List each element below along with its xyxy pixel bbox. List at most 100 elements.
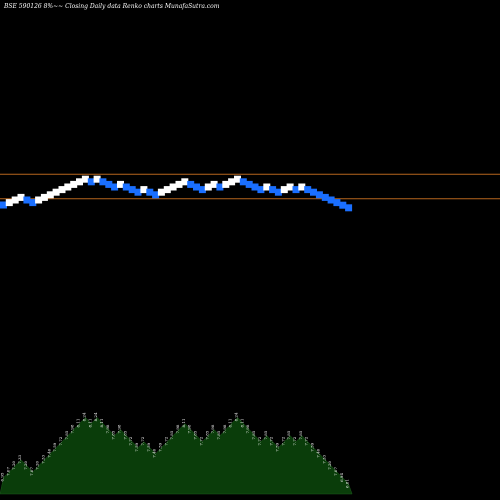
reference-lines xyxy=(0,173,500,200)
renko-brick xyxy=(152,191,160,199)
volume-label: 7.72 xyxy=(140,436,145,445)
volume-label: 7.33 xyxy=(17,454,22,463)
volume-area-path xyxy=(0,417,353,495)
volume-label: 7.59 xyxy=(157,442,162,451)
volume-label: 7.85 xyxy=(111,430,116,439)
volume-label: 7.72 xyxy=(304,436,309,445)
renko-brick xyxy=(58,186,66,194)
renko-brick xyxy=(29,199,37,207)
renko-brick xyxy=(70,180,78,188)
volume-label: 7.85 xyxy=(122,430,127,439)
renko-brick xyxy=(134,188,142,196)
renko-brick xyxy=(52,188,60,196)
renko-brick xyxy=(257,186,265,194)
volume-label: 6.95 xyxy=(0,472,5,481)
renko-brick xyxy=(292,186,300,194)
renko-brick xyxy=(122,183,130,191)
volume-label: 7.59 xyxy=(52,442,57,451)
renko-brick xyxy=(198,186,206,194)
volume-label: 7.72 xyxy=(58,436,63,445)
volume-label: 7.33 xyxy=(40,454,45,463)
volume-label: 7.98 xyxy=(105,424,110,433)
volume-label: 7.85 xyxy=(298,430,303,439)
renko-bricks xyxy=(0,175,353,212)
renko-brick xyxy=(228,178,236,186)
renko-brick xyxy=(181,178,189,186)
renko-brick xyxy=(40,193,48,201)
volume-label: 6.81 xyxy=(345,479,350,488)
renko-brick xyxy=(5,199,13,207)
volume-label: 7.98 xyxy=(187,424,192,433)
renko-brick xyxy=(17,193,25,201)
renko-brick xyxy=(111,183,119,191)
renko-brick xyxy=(222,180,230,188)
volume-label: 8.11 xyxy=(228,419,233,428)
renko-brick xyxy=(146,188,154,196)
volume-label: 7.59 xyxy=(146,442,151,451)
renko-brick xyxy=(87,178,95,186)
renko-brick xyxy=(93,175,101,183)
renko-brick xyxy=(234,175,241,183)
renko-brick xyxy=(157,188,165,196)
renko-brick xyxy=(76,178,83,186)
volume-area: 6.957.077.207.337.207.077.207.337.467.59… xyxy=(0,412,353,495)
volume-label: 7.85 xyxy=(204,430,209,439)
renko-brick xyxy=(163,186,171,194)
volume-label: 7.98 xyxy=(70,424,75,433)
renko-brick xyxy=(0,201,7,209)
renko-brick xyxy=(239,178,247,186)
volume-label: 7.98 xyxy=(210,424,215,433)
renko-brick xyxy=(251,183,259,191)
renko-brick xyxy=(216,183,224,191)
renko-brick xyxy=(280,186,288,194)
volume-label: 7.85 xyxy=(216,430,221,439)
volume-label: 7.72 xyxy=(269,436,274,445)
chart-title: BSE 590126 8%~~ Closing Daily data Renko… xyxy=(3,3,220,10)
volume-label: 8.11 xyxy=(181,419,186,428)
volume-label: 7.72 xyxy=(198,436,203,445)
volume-label: 7.72 xyxy=(292,436,297,445)
renko-brick xyxy=(35,196,43,204)
volume-label: 7.98 xyxy=(222,424,227,433)
volume-label: 7.59 xyxy=(134,442,139,451)
renko-brick xyxy=(286,183,294,191)
renko-brick xyxy=(64,183,72,191)
renko-brick xyxy=(339,201,347,209)
renko-brick xyxy=(298,183,306,191)
renko-brick xyxy=(310,188,317,196)
renko-brick xyxy=(304,186,312,194)
volume-label: 8.11 xyxy=(99,419,104,428)
renko-brick xyxy=(263,183,271,191)
volume-label: 7.85 xyxy=(251,430,256,439)
renko-brick xyxy=(274,188,282,196)
volume-label: 7.07 xyxy=(333,467,338,476)
volume-label: 7.98 xyxy=(245,424,250,433)
renko-brick xyxy=(128,186,136,194)
volume-label: 7.33 xyxy=(321,454,326,463)
volume-label: 7.72 xyxy=(163,436,168,445)
volume-label: 8.24 xyxy=(93,412,98,421)
renko-brick xyxy=(187,180,195,188)
volume-label: 7.07 xyxy=(5,467,10,476)
renko-brick xyxy=(204,183,212,191)
volume-label: 7.07 xyxy=(29,467,34,476)
volume-label: 7.59 xyxy=(310,442,315,451)
renko-brick xyxy=(315,191,323,199)
renko-brick xyxy=(269,186,277,194)
renko-brick xyxy=(46,191,54,199)
volume-label: 7.85 xyxy=(286,430,291,439)
volume-label: 8.11 xyxy=(76,419,81,428)
volume-label: 7.59 xyxy=(274,442,279,451)
volume-label: 7.20 xyxy=(327,460,332,469)
volume-label: 7.85 xyxy=(64,430,69,439)
renko-brick xyxy=(117,180,124,188)
volume-label: 7.85 xyxy=(263,430,268,439)
renko-brick xyxy=(333,199,341,207)
volume-label: 7.85 xyxy=(169,430,174,439)
volume-label: 7.98 xyxy=(117,424,122,433)
volume-label: 7.72 xyxy=(257,436,262,445)
volume-label: 8.11 xyxy=(87,419,92,428)
renko-brick xyxy=(23,196,31,204)
